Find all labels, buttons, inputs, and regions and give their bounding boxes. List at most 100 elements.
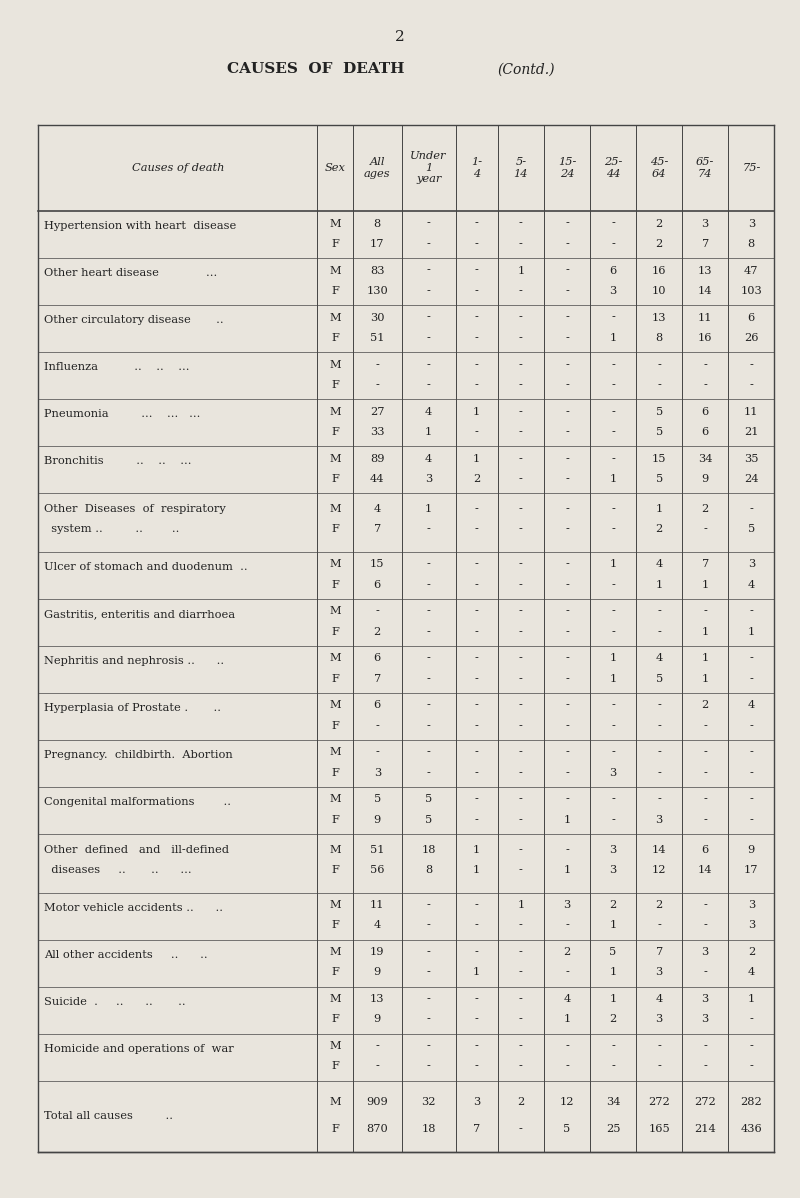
Text: 2: 2 <box>610 900 617 910</box>
Text: -: - <box>611 748 615 757</box>
Text: -: - <box>565 266 569 276</box>
Text: 10: 10 <box>652 286 666 296</box>
Text: 436: 436 <box>741 1125 762 1135</box>
Text: -: - <box>750 1061 754 1071</box>
Text: -: - <box>703 968 707 978</box>
Text: -: - <box>426 559 430 569</box>
Text: 870: 870 <box>366 1125 388 1135</box>
Text: -: - <box>658 748 661 757</box>
Text: 282: 282 <box>741 1097 762 1107</box>
Text: -: - <box>519 968 522 978</box>
Text: 6: 6 <box>702 406 709 417</box>
Text: -: - <box>658 721 661 731</box>
Text: 4: 4 <box>425 454 432 464</box>
Text: F: F <box>331 673 339 684</box>
Text: -: - <box>611 815 615 824</box>
Text: 12: 12 <box>560 1097 574 1107</box>
Text: 4: 4 <box>655 994 662 1004</box>
Text: 3: 3 <box>748 920 755 931</box>
Text: -: - <box>750 1015 754 1024</box>
Text: 51: 51 <box>370 845 385 854</box>
Text: -: - <box>519 1125 522 1135</box>
Text: -: - <box>519 218 522 229</box>
Text: -: - <box>426 1041 430 1052</box>
Text: -: - <box>375 1041 379 1052</box>
Text: 5: 5 <box>374 794 381 804</box>
Text: 5: 5 <box>748 525 755 534</box>
Text: 9: 9 <box>702 474 709 484</box>
Text: -: - <box>426 525 430 534</box>
Text: F: F <box>331 333 339 343</box>
Text: 9: 9 <box>748 845 755 854</box>
Text: 3: 3 <box>473 1097 480 1107</box>
Text: -: - <box>703 920 707 931</box>
Text: -: - <box>703 794 707 804</box>
Text: Bronchitis         ..    ..    ...: Bronchitis .. .. ... <box>44 456 191 466</box>
Text: -: - <box>475 504 478 514</box>
Text: -: - <box>519 380 522 389</box>
Text: -: - <box>611 580 615 589</box>
Text: -: - <box>475 559 478 569</box>
Text: -: - <box>426 673 430 684</box>
Text: -: - <box>519 653 522 664</box>
Text: 5: 5 <box>425 794 432 804</box>
Text: 4: 4 <box>748 968 755 978</box>
Text: -: - <box>658 1061 661 1071</box>
Text: -: - <box>658 701 661 710</box>
Text: M: M <box>330 948 341 957</box>
Text: 2: 2 <box>395 30 405 44</box>
Text: 3: 3 <box>702 994 709 1004</box>
Text: 35: 35 <box>744 454 758 464</box>
Text: All other accidents     ..      ..: All other accidents .. .. <box>44 950 208 960</box>
Text: -: - <box>426 920 430 931</box>
Text: -: - <box>750 606 754 617</box>
Text: -: - <box>426 238 430 249</box>
Text: -: - <box>475 525 478 534</box>
Text: Suicide  .     ..      ..       ..: Suicide . .. .. .. <box>44 997 186 1008</box>
Text: Other circulatory disease       ..: Other circulatory disease .. <box>44 315 224 326</box>
Text: 1: 1 <box>748 994 755 1004</box>
Text: 18: 18 <box>422 845 436 854</box>
Text: 3: 3 <box>748 218 755 229</box>
Text: M: M <box>330 406 341 417</box>
Text: 1: 1 <box>473 865 480 876</box>
Text: M: M <box>330 900 341 910</box>
Text: M: M <box>330 994 341 1004</box>
Text: -: - <box>565 238 569 249</box>
Text: -: - <box>658 359 661 369</box>
Text: F: F <box>331 580 339 589</box>
Text: -: - <box>565 653 569 664</box>
Text: -: - <box>475 900 478 910</box>
Text: Pneumonia         ...    ...   ...: Pneumonia ... ... ... <box>44 410 200 419</box>
Text: F: F <box>331 721 339 731</box>
Text: -: - <box>750 359 754 369</box>
Text: 13: 13 <box>698 266 713 276</box>
Text: -: - <box>519 606 522 617</box>
Text: F: F <box>331 1061 339 1071</box>
Text: 12: 12 <box>652 865 666 876</box>
Text: 17: 17 <box>370 238 385 249</box>
Text: F: F <box>331 525 339 534</box>
Text: -: - <box>703 900 707 910</box>
Text: 9: 9 <box>374 968 381 978</box>
Text: -: - <box>475 286 478 296</box>
Text: 45-
64: 45- 64 <box>650 157 668 179</box>
Text: 1: 1 <box>610 994 617 1004</box>
Text: -: - <box>475 580 478 589</box>
Text: -: - <box>658 920 661 931</box>
Text: -: - <box>519 627 522 636</box>
Text: 4: 4 <box>748 701 755 710</box>
Text: 1: 1 <box>610 653 617 664</box>
Text: -: - <box>475 1061 478 1071</box>
Text: 25-
44: 25- 44 <box>604 157 622 179</box>
Text: 2: 2 <box>374 627 381 636</box>
Text: -: - <box>426 653 430 664</box>
Text: (Contd.): (Contd.) <box>498 62 555 77</box>
Text: 1: 1 <box>473 968 480 978</box>
Text: 7: 7 <box>702 238 709 249</box>
Text: Motor vehicle accidents ..      ..: Motor vehicle accidents .. .. <box>44 903 223 913</box>
Text: -: - <box>565 1041 569 1052</box>
Text: 1: 1 <box>702 580 709 589</box>
Text: 13: 13 <box>652 313 666 322</box>
Text: 19: 19 <box>370 948 385 957</box>
